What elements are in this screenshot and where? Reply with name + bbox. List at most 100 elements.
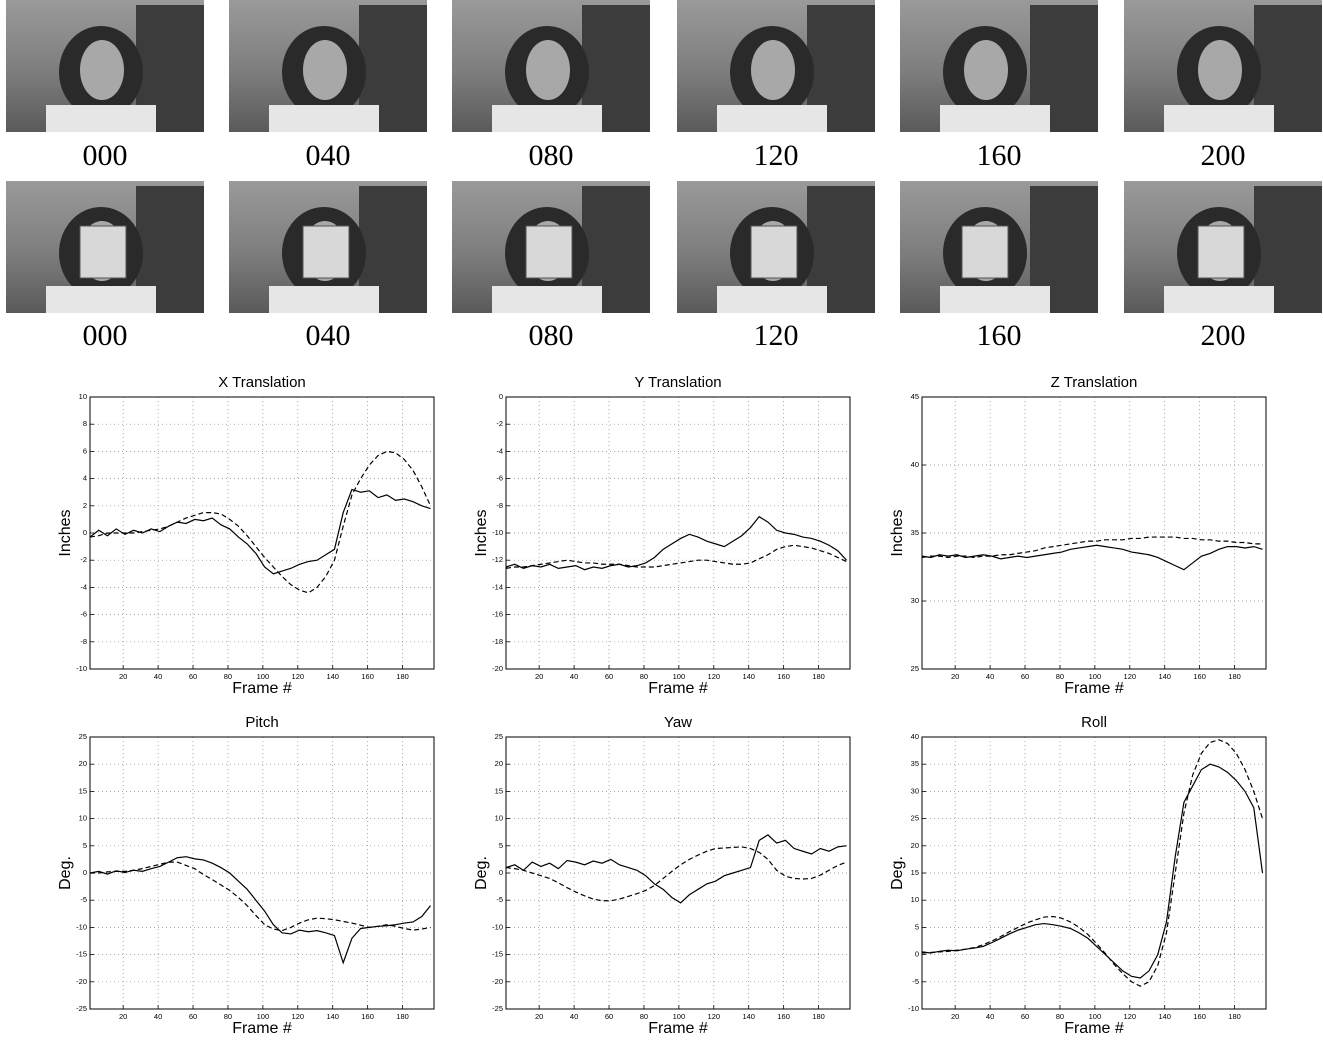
y-tick-label: -5	[80, 895, 87, 904]
y-axis-label: Deg.	[473, 856, 490, 890]
data-line	[505, 544, 847, 569]
x-tick-label: 180	[1228, 672, 1241, 681]
face-sticker	[1197, 225, 1245, 279]
x-tick-label: 120	[708, 1012, 721, 1021]
y-tick-label: -10	[492, 528, 503, 537]
frame-image	[452, 181, 650, 313]
y-tick-label: -10	[76, 664, 87, 673]
y-tick-label: 0	[499, 868, 503, 877]
x-tick-label: 180	[812, 1012, 825, 1021]
y-tick-label: -16	[492, 610, 503, 619]
y-tick-label: 30	[911, 596, 919, 605]
y-tick-label: -25	[492, 1004, 503, 1013]
face	[526, 40, 570, 100]
y-tick-label: 20	[79, 759, 87, 768]
x-tick-label: 60	[1021, 1012, 1029, 1021]
frame-label: 160	[977, 139, 1022, 172]
frame-label: 000	[83, 139, 128, 172]
frame-label: 200	[1201, 139, 1246, 172]
data-line	[89, 450, 432, 594]
data-line	[921, 536, 1263, 559]
y-tick-label: 25	[79, 732, 87, 741]
frame-image	[229, 0, 427, 132]
shirt	[269, 105, 379, 132]
x-tick-label: 80	[1056, 1012, 1064, 1021]
y-tick-label: 8	[83, 419, 87, 428]
y-tick-label: 15	[911, 868, 919, 877]
x-tick-label: 180	[396, 672, 409, 681]
y-tick-label: -4	[80, 582, 87, 591]
x-tick-label: 20	[119, 1012, 127, 1021]
x-tick-label: 80	[640, 672, 648, 681]
frame-label: 200	[1201, 319, 1246, 352]
data-line	[505, 834, 847, 904]
x-tick-label: 140	[1158, 1012, 1171, 1021]
data-line	[921, 763, 1264, 979]
data-line	[921, 739, 1264, 987]
y-tick-label: 15	[495, 786, 503, 795]
x-tick-label: 100	[257, 672, 270, 681]
y-tick-label: 25	[495, 732, 503, 741]
y-tick-label: 10	[79, 814, 87, 823]
x-tick-label: 160	[777, 1012, 790, 1021]
x-tick-label: 100	[1089, 1012, 1102, 1021]
axes-frame	[921, 736, 1267, 1010]
x-tick-label: 40	[986, 672, 994, 681]
x-tick-label: 20	[535, 672, 543, 681]
face	[751, 40, 795, 100]
x-tick-label: 100	[1089, 672, 1102, 681]
y-tick-label: 40	[911, 460, 919, 469]
y-tick-label: 0	[83, 528, 87, 537]
y-tick-label: 5	[915, 922, 919, 931]
y-tick-label: -15	[76, 950, 87, 959]
y-tick-label: -4	[496, 446, 503, 455]
x-tick-label: 20	[951, 672, 959, 681]
y-tick-label: 0	[915, 950, 919, 959]
y-tick-label: 35	[911, 759, 919, 768]
chart-title: X Translation	[218, 374, 306, 391]
y-tick-label: 20	[495, 759, 503, 768]
face-sticker	[302, 225, 350, 279]
x-axis-label: Frame #	[232, 680, 292, 697]
x-tick-label: 40	[986, 1012, 994, 1021]
y-tick-label: 10	[495, 814, 503, 823]
y-tick-label: -14	[492, 582, 503, 591]
face	[303, 40, 347, 100]
x-tick-label: 60	[605, 1012, 613, 1021]
y-tick-label: -6	[80, 610, 87, 619]
x-tick-label: 140	[1158, 672, 1171, 681]
frame-label: 080	[529, 139, 574, 172]
x-tick-label: 180	[396, 1012, 409, 1021]
y-tick-label: 45	[911, 392, 919, 401]
data-line	[505, 846, 847, 902]
x-tick-label: 40	[154, 672, 162, 681]
x-tick-label: 80	[224, 672, 232, 681]
y-tick-label: -5	[496, 895, 503, 904]
face-sticker	[750, 225, 798, 279]
frame-label: 120	[754, 319, 799, 352]
x-axis-label: Frame #	[648, 680, 708, 697]
frame-image	[1124, 0, 1322, 132]
shirt	[940, 286, 1050, 313]
y-tick-label: 5	[499, 841, 503, 850]
frame-image	[1124, 181, 1322, 313]
x-tick-label: 80	[224, 1012, 232, 1021]
x-tick-label: 140	[326, 672, 339, 681]
y-tick-label: -15	[492, 950, 503, 959]
x-tick-label: 40	[570, 672, 578, 681]
x-tick-label: 140	[742, 672, 755, 681]
data-line	[89, 856, 431, 965]
y-tick-label: -10	[908, 1004, 919, 1013]
x-tick-label: 140	[326, 1012, 339, 1021]
x-axis-label: Frame #	[1064, 1020, 1124, 1037]
y-tick-label: 25	[911, 814, 919, 823]
x-tick-label: 120	[1124, 1012, 1137, 1021]
y-tick-label: -2	[496, 419, 503, 428]
y-tick-label: 10	[79, 392, 87, 401]
face	[1198, 40, 1242, 100]
frame-label: 040	[306, 139, 351, 172]
chart-title: Y Translation	[634, 374, 721, 391]
frame-image	[900, 181, 1098, 313]
